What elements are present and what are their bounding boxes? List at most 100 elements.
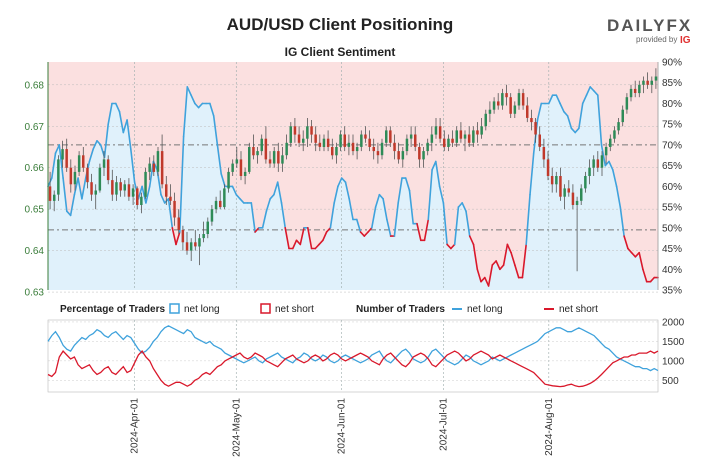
candle-body [347, 142, 351, 147]
candle-body [463, 134, 467, 139]
candle-body [521, 93, 525, 106]
candle-body [73, 171, 77, 185]
sentiment-segment [175, 231, 181, 246]
sentiment-segment [585, 86, 592, 96]
sentiment-segment [50, 152, 57, 179]
candle-body [638, 84, 641, 94]
sentiment-segment [141, 185, 147, 204]
sentiment-segment [318, 239, 324, 246]
candle-body [111, 180, 114, 195]
candle-body [434, 126, 438, 135]
main-grid [48, 62, 658, 293]
sentiment-segment [130, 148, 136, 183]
candle-body [289, 126, 292, 143]
sentiment-segment [442, 202, 448, 246]
sentiment-segment [566, 115, 573, 130]
candle-body [559, 176, 562, 197]
candle-body [264, 138, 268, 160]
sentiment-segment [355, 218, 362, 233]
candle-body [505, 93, 508, 98]
sentiment-segment [570, 127, 577, 134]
candle-body [592, 159, 595, 168]
candle-body [98, 167, 102, 191]
sentiment-segment [476, 268, 482, 283]
candle-body [625, 97, 629, 110]
sentiment-segment [491, 260, 497, 266]
candle-body [106, 159, 110, 181]
candle-body [588, 167, 591, 176]
sentiment-segment [231, 185, 238, 196]
y-left-tick-label: 0.67 [25, 122, 45, 133]
sentiment-segment [137, 185, 143, 200]
candle-body [438, 126, 442, 139]
candle-body [600, 155, 604, 168]
sentiment-segment [563, 110, 569, 117]
candle-body [351, 142, 355, 152]
candle-body [198, 238, 201, 247]
candle-body [223, 188, 226, 208]
candle-body [272, 151, 276, 164]
candle-body [326, 138, 330, 147]
candle-body [534, 122, 537, 135]
candle-body [455, 130, 458, 143]
sentiment-segment [472, 243, 479, 271]
dailyfx-logo: DAILYFX provided by IG [607, 16, 692, 46]
sentiment-segment [386, 218, 392, 237]
y-left-tick-label: 0.65 [25, 205, 45, 216]
candle-body [160, 151, 164, 185]
candle-body [584, 176, 587, 189]
candle-body [243, 171, 247, 176]
sentiment-segment [638, 251, 644, 271]
sentiment-segment [254, 227, 260, 233]
candle-body [214, 200, 218, 210]
candle-body [227, 171, 230, 189]
traders-y-tick-label: 500 [662, 376, 679, 387]
candle-body [401, 151, 405, 160]
candle-body [115, 182, 118, 195]
sentiment-segment [600, 144, 607, 167]
candle-body [472, 130, 475, 143]
candle-body [231, 163, 234, 172]
sentiment-segment [73, 177, 79, 196]
y-right-tick-label: 55% [662, 203, 682, 214]
candle-body [206, 221, 209, 234]
candle-body [380, 142, 384, 156]
candle-body [148, 163, 151, 172]
sentiment-segment [115, 102, 121, 113]
candle-body [210, 209, 214, 222]
candle-body [629, 88, 633, 98]
sentiment-segment [608, 160, 614, 171]
y-right-tick-label: 35% [662, 286, 682, 297]
logo-ig: IG [680, 35, 691, 46]
candle-body [447, 138, 450, 147]
sentiment-segment [627, 247, 633, 254]
sentiment-segment [126, 119, 132, 150]
candle-body [546, 159, 550, 176]
sentiment-segment [423, 218, 430, 242]
sentiment-segment [393, 202, 400, 237]
candle-body [119, 182, 122, 191]
candle-body [580, 188, 583, 201]
sentiment-segment [623, 235, 629, 250]
candle-body [467, 134, 471, 143]
logo-brand: DAILYFX [607, 16, 692, 35]
sentiment-segment [589, 86, 595, 92]
candle-body [393, 142, 396, 152]
sentiment-segment [81, 177, 87, 200]
traders-panel [47, 319, 659, 393]
candle-body [443, 138, 446, 147]
sentiment-segment [559, 102, 565, 113]
candle-body [397, 151, 400, 160]
candle-body [633, 88, 637, 93]
candle-body [571, 192, 575, 205]
candle-body [476, 130, 479, 135]
y-right-tick-label: 50% [662, 223, 682, 234]
sentiment-segment [483, 276, 490, 287]
candle-body [389, 130, 392, 143]
candle-body [314, 134, 317, 143]
y-right-tick-label: 90% [662, 58, 682, 69]
sentiment-segment [359, 231, 366, 237]
traders-axes: 500 1000 1500 2000 2024-Apr-01 2024-May-01 202… [130, 317, 685, 456]
candle-body [555, 176, 558, 185]
candle-body [364, 134, 367, 139]
